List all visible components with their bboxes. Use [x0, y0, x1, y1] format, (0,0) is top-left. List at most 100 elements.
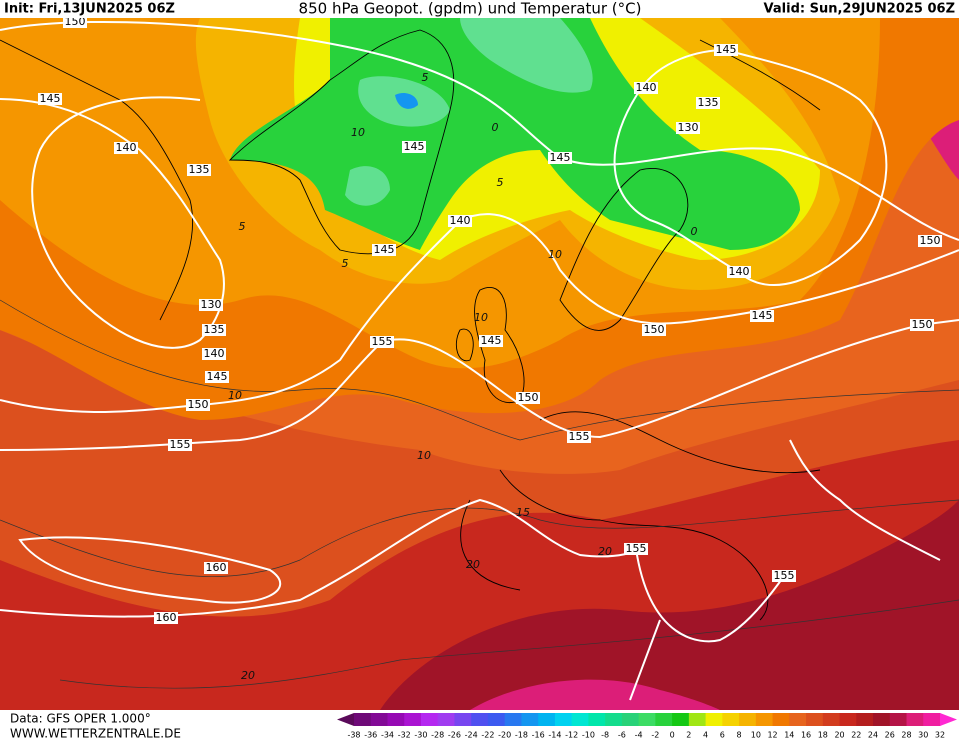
geopotential-label: 150: [188, 398, 209, 411]
colorbar-label: -20: [498, 731, 511, 740]
geopotential-label: 155: [170, 438, 191, 451]
label-box: [38, 93, 62, 105]
colorbar-segment: [471, 713, 489, 726]
colorbar-label: 8: [737, 731, 742, 740]
geopotential-label: 140: [204, 347, 225, 360]
colorbar-segment: [504, 713, 522, 726]
label-box: [624, 543, 648, 555]
colorbar-segment: [437, 713, 455, 726]
colorbar-segment: [370, 713, 388, 726]
colorbar-label: 20: [834, 731, 844, 740]
colorbar-segment: [404, 713, 422, 726]
colorbar-label: -36: [364, 731, 377, 740]
label-box: [516, 392, 540, 404]
geopotential-label: 150: [65, 15, 86, 28]
geopotential-label: 145: [716, 43, 737, 56]
geopotential-label: 145: [550, 151, 571, 164]
contour: [629, 439, 941, 701]
label-box: [202, 348, 226, 360]
label-box: [548, 152, 572, 164]
colorbar-label: 26: [885, 731, 895, 740]
label-box: [772, 570, 796, 582]
label-box: [634, 82, 658, 94]
geopotential-label: 150: [644, 323, 665, 336]
map-title: 850 hPa Geopot. (gpdm) und Temperatur (°…: [299, 0, 642, 18]
label-box: [714, 44, 738, 56]
contour: [0, 96, 225, 349]
label-box: [910, 319, 934, 331]
colorbar-segment: [806, 713, 824, 726]
colorbar-segment: [621, 713, 640, 726]
geopotential-label: 145: [752, 309, 773, 322]
colorbar-label: 14: [784, 731, 794, 740]
geopotential-label: 155: [569, 430, 590, 443]
colorbar-label: 0: [670, 731, 675, 740]
geopotential-label: 145: [40, 92, 61, 105]
colorbar-label: -10: [582, 731, 595, 740]
label-box: [918, 235, 942, 247]
colorbar-segment: [638, 713, 656, 726]
colorbar-label: -34: [381, 731, 394, 740]
colorbar-label: -22: [481, 731, 494, 740]
temperature-label: 5: [497, 176, 504, 189]
label-box: [448, 215, 472, 227]
isoline: [59, 599, 959, 689]
geopotential-label: 135: [204, 323, 225, 336]
geopotential-label: 160: [156, 611, 177, 624]
colorbar-segment: [605, 713, 623, 726]
colorbar-label: -38: [347, 731, 360, 740]
colorbar-label: 22: [851, 731, 861, 740]
temperature-label: 0: [691, 225, 698, 238]
label-box: [202, 324, 226, 336]
colorbar-segment: [822, 713, 841, 726]
label-box: [114, 142, 138, 154]
colorbar-label: -8: [601, 731, 609, 740]
label-box: [186, 399, 210, 411]
geopotential-label: 135: [189, 163, 210, 176]
geopotential-label: 130: [201, 298, 222, 311]
valid-time: Valid: Sun,29JUN2025 06Z: [764, 2, 955, 17]
temperature-labels: 5 10 0 5 5 5 10 10 0 10 10 15 20 20 20: [228, 71, 698, 682]
colorbar-label: -6: [618, 731, 626, 740]
temperature-label: 20: [598, 545, 612, 558]
label-box: [63, 16, 87, 28]
colorbar-label: -30: [414, 731, 427, 740]
temperature-label: 5: [342, 257, 349, 270]
colorbar-segment: [454, 713, 472, 726]
colorbar-segment: [772, 713, 790, 726]
colorbar-segment: [705, 713, 723, 726]
colorbar-segment: [755, 713, 774, 726]
geopotential-label: 145: [404, 140, 425, 153]
label-box: [402, 141, 426, 153]
temperature-label: 10: [228, 389, 242, 402]
colorbar-segment: [856, 713, 874, 726]
colorbar-label: 30: [918, 731, 928, 740]
coast-europe: [460, 168, 821, 621]
colorbar-label: -28: [431, 731, 444, 740]
coast-america-russia: [0, 39, 821, 321]
label-box: [187, 164, 211, 176]
geopotential-label: 140: [450, 214, 471, 227]
contour: [0, 498, 785, 643]
geopotential-label: 155: [372, 335, 393, 348]
label-box: [168, 439, 192, 451]
temperature-label: 5: [239, 220, 246, 233]
contour: [0, 319, 959, 451]
colorbar-segment: [487, 713, 506, 726]
temperature-label: 10: [548, 248, 562, 261]
colorbar-segment: [672, 713, 690, 726]
temperature-label: 10: [417, 449, 431, 462]
geopotential-label: 150: [912, 318, 933, 331]
colorbar-label: 28: [901, 731, 911, 740]
colorbar-label: -14: [548, 731, 561, 740]
geopotential-label: 150: [920, 234, 941, 247]
colorbar-segment: [839, 713, 857, 726]
temperature-label: 15: [516, 506, 530, 519]
website: WWW.WETTERZENTRALE.DE: [10, 727, 181, 741]
label-box: [154, 612, 178, 624]
colorbar: -38 -36 -34 -32 -30 -28 -26 -24 -22 -20 -18 -16 -14-…: [337, 713, 957, 740]
coldest-field: [345, 18, 593, 206]
colorbar-segment: [789, 713, 807, 726]
temperature-label: 10: [351, 126, 365, 139]
